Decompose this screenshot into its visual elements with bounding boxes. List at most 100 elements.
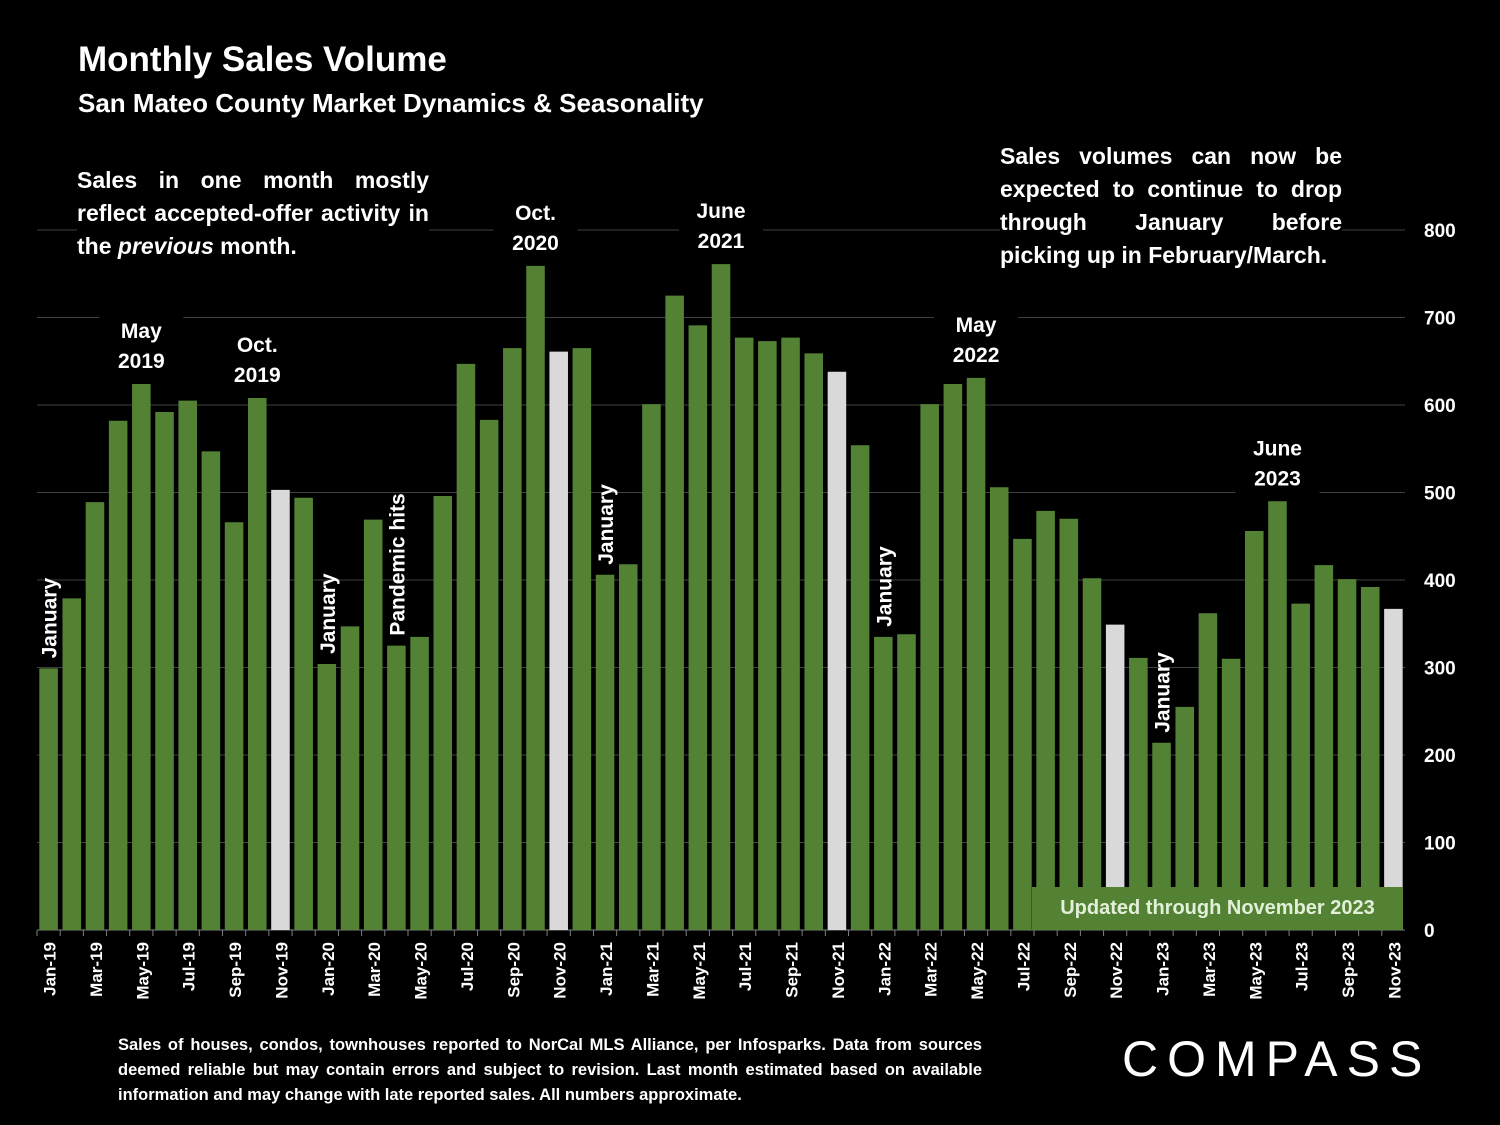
bar-sep-23 [1337, 579, 1357, 930]
x-tick-label: Jan-21 [597, 942, 616, 996]
annotation-label: June [1253, 437, 1302, 460]
annotation-label: 2023 [1254, 467, 1301, 490]
bar-jan-22 [874, 636, 893, 930]
bar-jul-22 [1013, 538, 1032, 930]
bar-dec-20 [572, 348, 592, 930]
bar-may-20 [410, 636, 429, 930]
bar-jun-20 [433, 496, 453, 930]
x-tick-label: Nov-22 [1107, 942, 1126, 999]
annotation-label: 2020 [512, 232, 559, 255]
bar-mar-20 [363, 519, 383, 930]
bar-may-23 [1245, 531, 1264, 930]
note-left-text-end: month. [213, 233, 297, 259]
x-tick-label: Sep-21 [783, 942, 802, 998]
bar-jun-22 [989, 487, 1009, 930]
annotation-label: Oct. [237, 334, 278, 357]
annotation-label: May [956, 314, 997, 337]
bar-jul-23 [1291, 603, 1310, 930]
x-tick-label: Jul-20 [458, 942, 477, 991]
x-tick-label: May-20 [412, 942, 431, 1000]
x-tick-label: Nov-20 [551, 942, 570, 999]
footnote: Sales of houses, condos, townhouses repo… [118, 1036, 982, 1104]
bar-jul-20 [456, 363, 476, 930]
bar-jan-19 [39, 668, 58, 930]
bar-may-21 [688, 325, 708, 930]
x-tick-label: May-19 [133, 942, 152, 1000]
bar-feb-23 [1175, 706, 1195, 930]
bar-may-19 [132, 384, 151, 930]
x-tick-label: May-21 [690, 942, 709, 1000]
updated-badge: Updated through November 2023 [1032, 887, 1403, 930]
bar-jun-23 [1268, 501, 1287, 930]
x-tick-label: Mar-22 [922, 942, 941, 997]
bar-sep-21 [781, 337, 800, 930]
bar-sep-19 [224, 522, 244, 930]
annotation-label: 2019 [234, 364, 281, 387]
bar-apr-23 [1221, 658, 1241, 930]
bar-mar-19 [85, 502, 105, 930]
annotation-label: January [317, 573, 340, 654]
bar-aug-21 [758, 341, 777, 930]
x-tick-label: Jan-22 [875, 942, 894, 996]
bar-apr-19 [108, 420, 128, 930]
annotation-label: June [696, 200, 745, 223]
bar-oct-23 [1360, 587, 1380, 930]
annotation-label: Oct. [515, 202, 556, 225]
x-tick-label: Mar-20 [365, 942, 384, 997]
x-tick-label: Sep-20 [504, 942, 523, 998]
note-left-text: Sales in one month mostly reflect accept… [77, 167, 429, 259]
x-tick-label: Sep-22 [1061, 942, 1080, 998]
annotation-background [215, 326, 300, 392]
bar-oct-22 [1082, 578, 1102, 930]
bar-aug-22 [1036, 510, 1055, 930]
bar-sep-20 [503, 348, 522, 930]
bar-oct-21 [804, 353, 824, 930]
bar-dec-22 [1129, 657, 1148, 930]
compass-logo: COMPASS [1122, 1031, 1432, 1087]
bar-dec-21 [850, 445, 870, 930]
annotation-label: 2022 [953, 344, 1000, 367]
bar-jul-19 [178, 400, 197, 930]
bar-jan-21 [595, 574, 615, 930]
y-tick-label: 500 [1424, 484, 1456, 505]
bar-apr-22 [943, 384, 963, 930]
bar-jan-23 [1152, 742, 1171, 930]
y-tick-label: 800 [1424, 221, 1456, 242]
x-tick-label: Jul-21 [736, 942, 755, 991]
bar-apr-20 [387, 645, 406, 930]
y-tick-label: 400 [1424, 571, 1456, 592]
annotation-label: January [39, 578, 62, 659]
annotation-label: January [1152, 652, 1175, 733]
bar-nov-23 [1384, 608, 1403, 930]
bar-jan-20 [317, 664, 337, 930]
x-tick-label: Sep-19 [226, 942, 245, 998]
x-tick-label: Jul-22 [1014, 942, 1033, 991]
chart-subtitle: San Mateo County Market Dynamics & Seaso… [78, 88, 704, 118]
bar-oct-19 [247, 398, 267, 930]
bar-feb-22 [897, 634, 916, 930]
y-tick-label: 700 [1424, 309, 1456, 330]
bar-feb-20 [340, 626, 360, 930]
x-tick-label: Jan-19 [41, 942, 60, 996]
x-tick-label: Jul-19 [180, 942, 199, 991]
chart-title: Monthly Sales Volume [78, 40, 447, 79]
bar-nov-19 [271, 489, 290, 930]
annotation-label: 2021 [698, 230, 745, 253]
bar-aug-23 [1314, 565, 1334, 930]
annotation-label: January [873, 546, 896, 627]
bar-apr-21 [665, 295, 684, 930]
bar-jun-21 [711, 264, 731, 930]
bar-aug-20 [479, 419, 499, 930]
x-tick-label: Nov-19 [272, 942, 291, 999]
annotation-label: Pandemic hits [386, 493, 409, 635]
y-tick-label: 300 [1424, 659, 1456, 680]
x-tick-label: May-22 [968, 942, 987, 1000]
annotation-background [934, 305, 1019, 372]
annotation-label: 2019 [118, 350, 165, 373]
bar-nov-21 [827, 371, 847, 930]
annotation-background [99, 312, 184, 378]
y-tick-label: 0 [1424, 921, 1435, 942]
bar-mar-21 [642, 404, 661, 930]
x-tick-label: Mar-23 [1200, 942, 1219, 997]
